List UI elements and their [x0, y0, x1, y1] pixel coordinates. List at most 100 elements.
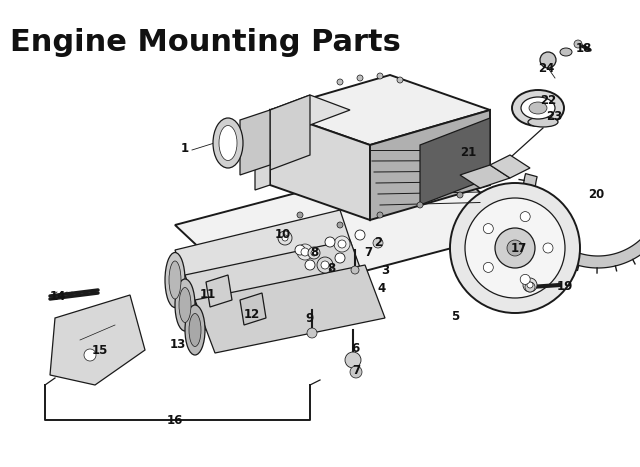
Text: 20: 20	[588, 189, 604, 201]
Polygon shape	[270, 95, 350, 125]
Text: 3: 3	[381, 264, 389, 277]
Text: 9: 9	[306, 311, 314, 325]
Circle shape	[483, 262, 493, 272]
Circle shape	[311, 250, 317, 256]
Circle shape	[377, 212, 383, 218]
Text: 16: 16	[167, 413, 183, 426]
Circle shape	[297, 212, 303, 218]
Text: 8: 8	[327, 262, 335, 275]
Ellipse shape	[213, 118, 243, 168]
Circle shape	[307, 328, 317, 338]
Ellipse shape	[179, 288, 191, 323]
Ellipse shape	[165, 253, 185, 307]
Text: 10: 10	[275, 227, 291, 241]
Circle shape	[301, 248, 309, 256]
Circle shape	[574, 40, 582, 48]
Polygon shape	[175, 155, 520, 300]
Circle shape	[350, 366, 362, 378]
Circle shape	[457, 192, 463, 198]
Circle shape	[321, 261, 329, 269]
Circle shape	[495, 228, 535, 268]
Text: 11: 11	[200, 289, 216, 302]
Ellipse shape	[189, 313, 201, 347]
Text: 8: 8	[310, 246, 318, 259]
Text: 21: 21	[460, 146, 476, 158]
Ellipse shape	[219, 126, 237, 161]
Circle shape	[397, 77, 403, 83]
Circle shape	[543, 243, 553, 253]
Circle shape	[295, 245, 305, 255]
Circle shape	[523, 278, 537, 292]
Circle shape	[377, 73, 383, 79]
Circle shape	[520, 275, 530, 284]
Polygon shape	[255, 150, 270, 190]
Circle shape	[308, 247, 320, 259]
Circle shape	[337, 79, 343, 85]
Polygon shape	[370, 110, 490, 220]
Polygon shape	[460, 165, 510, 188]
Text: 6: 6	[351, 341, 359, 354]
Circle shape	[325, 237, 335, 247]
Polygon shape	[240, 293, 266, 325]
Circle shape	[417, 202, 423, 208]
Ellipse shape	[529, 102, 547, 114]
Text: 17: 17	[511, 241, 527, 255]
Circle shape	[317, 257, 333, 273]
Circle shape	[527, 282, 533, 288]
Circle shape	[84, 349, 96, 361]
Circle shape	[373, 238, 383, 248]
Ellipse shape	[512, 90, 564, 126]
Text: 13: 13	[170, 339, 186, 352]
Circle shape	[507, 240, 523, 256]
Text: 7: 7	[364, 246, 372, 259]
Text: 12: 12	[244, 309, 260, 321]
Text: 24: 24	[538, 62, 554, 75]
Polygon shape	[270, 75, 490, 145]
Circle shape	[357, 75, 363, 81]
Text: 1: 1	[181, 142, 189, 155]
Text: 7: 7	[352, 363, 360, 376]
Polygon shape	[240, 110, 270, 175]
Polygon shape	[523, 174, 640, 268]
Ellipse shape	[528, 117, 558, 127]
Circle shape	[355, 230, 365, 240]
Ellipse shape	[560, 48, 572, 56]
Circle shape	[282, 235, 288, 241]
Polygon shape	[50, 295, 145, 385]
Circle shape	[465, 198, 565, 298]
Text: 19: 19	[557, 281, 573, 293]
Circle shape	[278, 231, 292, 245]
Circle shape	[345, 352, 361, 368]
Text: 22: 22	[540, 93, 556, 106]
Text: 5: 5	[451, 310, 459, 323]
Ellipse shape	[521, 97, 555, 119]
Text: 14: 14	[50, 290, 66, 303]
Polygon shape	[185, 240, 370, 330]
Circle shape	[334, 236, 350, 252]
Circle shape	[305, 260, 315, 270]
Polygon shape	[175, 210, 360, 310]
Circle shape	[338, 240, 346, 248]
Text: 23: 23	[546, 111, 562, 123]
Polygon shape	[270, 95, 310, 170]
Text: Engine Mounting Parts: Engine Mounting Parts	[10, 28, 401, 57]
Circle shape	[337, 222, 343, 228]
Circle shape	[297, 244, 313, 260]
Polygon shape	[270, 110, 370, 220]
Polygon shape	[490, 155, 530, 178]
Polygon shape	[195, 265, 385, 353]
Circle shape	[540, 52, 556, 68]
Text: 4: 4	[378, 282, 386, 295]
Text: 18: 18	[576, 42, 592, 55]
Circle shape	[483, 224, 493, 234]
Polygon shape	[206, 275, 232, 307]
Circle shape	[351, 266, 359, 274]
Ellipse shape	[175, 279, 195, 331]
Circle shape	[520, 212, 530, 222]
Circle shape	[450, 183, 580, 313]
Text: 2: 2	[374, 236, 382, 249]
Circle shape	[335, 253, 345, 263]
Ellipse shape	[185, 305, 205, 355]
Circle shape	[525, 282, 535, 292]
Polygon shape	[420, 118, 490, 205]
